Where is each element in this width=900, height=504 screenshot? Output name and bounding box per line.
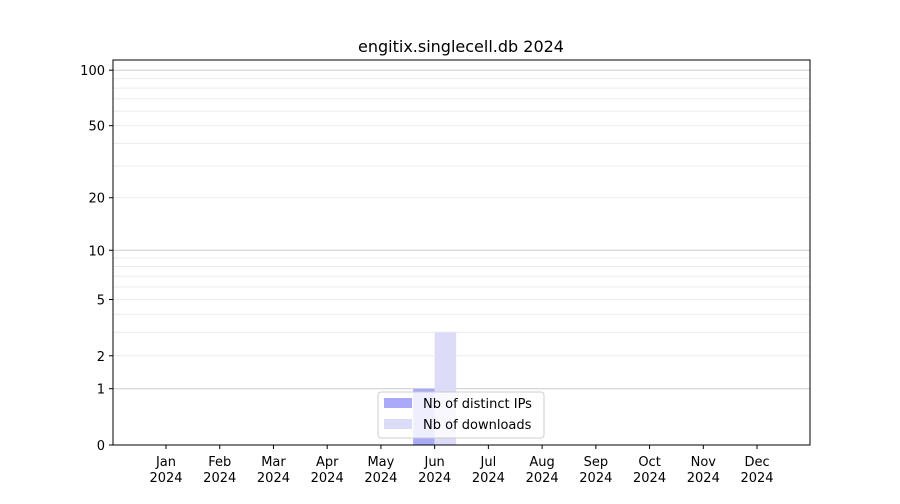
legend-label: Nb of downloads [423, 418, 532, 433]
x-tick-label: Dec 2024 [740, 455, 773, 486]
y-axis: 0 1 2 5 10 20 50 100 [80, 64, 113, 454]
grid [113, 69, 810, 390]
plot-frame [112, 59, 811, 446]
x-tick-label: Aug 2024 [526, 455, 559, 486]
y-tick-label: 10 [88, 244, 105, 259]
x-tick-label: Apr 2024 [311, 455, 344, 486]
y-tick-label: 1 [97, 383, 105, 398]
y-tick-label: 20 [88, 192, 105, 207]
legend-label: Nb of distinct IPs [423, 397, 532, 412]
y-tick-label: 0 [97, 439, 105, 454]
x-tick-label: Jul 2024 [472, 455, 505, 486]
chart-title: engitix.singlecell.db 2024 [358, 37, 564, 56]
y-tick-label: 50 [88, 120, 105, 135]
legend-box [377, 391, 545, 439]
x-tick-label: Mar 2024 [257, 455, 290, 486]
y-tick-label: 2 [97, 350, 105, 365]
x-axis: Jan 2024 Feb 2024 Mar 2024 Apr 2024 May 2024 Jun 20… [149, 445, 774, 486]
x-tick-label: May 2024 [364, 455, 397, 486]
x-tick-label: Nov 2024 [687, 455, 720, 486]
x-tick-label: Feb 2024 [203, 455, 236, 486]
legend-swatch [384, 398, 412, 408]
y-tick-label: 100 [80, 64, 105, 79]
legend: Nb of distinct IPs Nb of downloads [377, 391, 545, 439]
x-tick-label: Jan 2024 [149, 455, 182, 486]
legend-swatch [384, 419, 412, 429]
y-tick-label: 5 [97, 293, 105, 308]
x-tick-label: Sep 2024 [579, 455, 612, 486]
x-tick-label: Jun 2024 [418, 455, 451, 486]
x-tick-label: Oct 2024 [633, 455, 666, 486]
